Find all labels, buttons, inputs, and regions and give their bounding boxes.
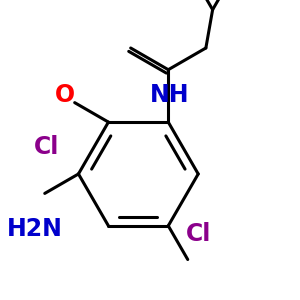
- Text: Cl: Cl: [185, 222, 211, 246]
- Text: O: O: [55, 82, 75, 106]
- Text: Cl: Cl: [34, 135, 60, 159]
- Text: H2N: H2N: [7, 217, 63, 241]
- Text: NH: NH: [150, 82, 190, 106]
